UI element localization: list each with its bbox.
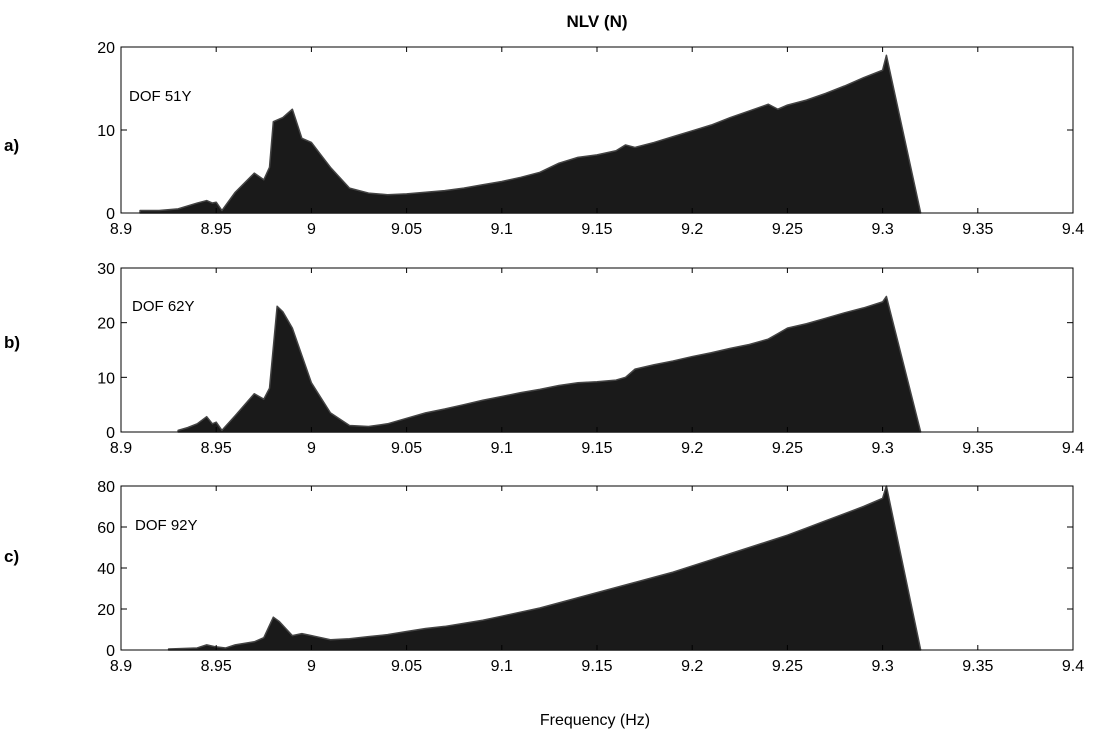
y-tick-label: 20 [97, 602, 115, 619]
x-tick-label: 9.1 [491, 440, 513, 457]
y-tick-label: 80 [97, 479, 115, 496]
x-tick-label: 8.95 [201, 221, 232, 238]
x-tick-label: 9.1 [491, 658, 513, 675]
x-tick-label: 9.35 [962, 658, 993, 675]
x-tick-label: 9.2 [681, 658, 703, 675]
y-tick-label: 20 [97, 316, 115, 333]
x-tick-label: 9.15 [581, 658, 612, 675]
y-tick-label: 10 [97, 123, 115, 140]
x-axis-label: Frequency (Hz) [540, 712, 650, 729]
area-series [177, 295, 922, 433]
x-tick-label: 9.25 [772, 221, 803, 238]
panel-tag: a) [4, 136, 19, 155]
panel-tag: c) [4, 547, 19, 566]
x-tick-label: 8.95 [201, 658, 232, 675]
x-tick-label: 9.1 [491, 221, 513, 238]
y-tick-label: 30 [97, 261, 115, 278]
area-series [139, 54, 922, 214]
x-tick-label: 9 [307, 221, 316, 238]
panel-a: a) 8.9 8.95 9 9.05 9.1 9.15 9.2 9.25 9.3 9.35 9.4 0… [4, 40, 1084, 238]
y-tick-label: 60 [97, 520, 115, 537]
x-tick-label: 9.05 [391, 440, 422, 457]
x-tick-label: 9.25 [772, 658, 803, 675]
x-tick-label: 9 [307, 440, 316, 457]
y-tick-label: 10 [97, 370, 115, 387]
x-tick-label: 9.2 [681, 440, 703, 457]
dof-annotation: DOF 62Y [132, 298, 195, 315]
x-tick-label: 9.4 [1062, 221, 1084, 238]
dof-annotation: DOF 92Y [135, 517, 198, 534]
x-tick-label: 9.35 [962, 440, 993, 457]
x-tick-label: 9 [307, 658, 316, 675]
x-tick-label: 9.3 [871, 658, 893, 675]
panel-b: b) 8.9 8.95 9 9.05 9.1 9.15 9.2 9.25 9.3 9.35 9.4 0… [4, 261, 1084, 457]
y-tick-label: 0 [106, 425, 115, 442]
x-tick-label: 8.9 [110, 221, 132, 238]
x-tick-label: 9.2 [681, 221, 703, 238]
ticks: 8.9 8.95 9 9.05 9.1 9.15 9.2 9.25 9.3 9.35 9.4 0 20 4… [97, 479, 1084, 675]
y-tick-label: 20 [97, 40, 115, 57]
x-tick-label: 9.3 [871, 440, 893, 457]
dof-annotation: DOF 51Y [129, 88, 192, 105]
x-tick-label: 9.4 [1062, 658, 1084, 675]
figure-title: NLV (N) [566, 12, 627, 31]
x-tick-label: 9.05 [391, 658, 422, 675]
x-tick-label: 9.35 [962, 221, 993, 238]
x-tick-label: 9.15 [581, 440, 612, 457]
x-tick-label: 9.25 [772, 440, 803, 457]
x-tick-label: 9.15 [581, 221, 612, 238]
y-tick-label: 0 [106, 206, 115, 223]
area-series [167, 485, 922, 651]
x-tick-label: 9.05 [391, 221, 422, 238]
y-tick-label: 0 [106, 643, 115, 660]
x-tick-label: 8.9 [110, 440, 132, 457]
x-tick-label: 8.95 [201, 440, 232, 457]
ticks: 8.9 8.95 9 9.05 9.1 9.15 9.2 9.25 9.3 9.35 9.4 0 10 2… [97, 261, 1084, 457]
x-tick-label: 9.3 [871, 221, 893, 238]
panel-tag: b) [4, 333, 20, 352]
x-tick-label: 9.4 [1062, 440, 1084, 457]
ticks: 8.9 8.95 9 9.05 9.1 9.15 9.2 9.25 9.3 9.35 9.4 0 10 2… [97, 40, 1084, 238]
y-tick-label: 40 [97, 561, 115, 578]
x-tick-label: 8.9 [110, 658, 132, 675]
panel-c: c) 8.9 8.95 9 9.05 9.1 9.15 9.2 9.25 9.3 9.35 9.4 0… [4, 479, 1084, 675]
